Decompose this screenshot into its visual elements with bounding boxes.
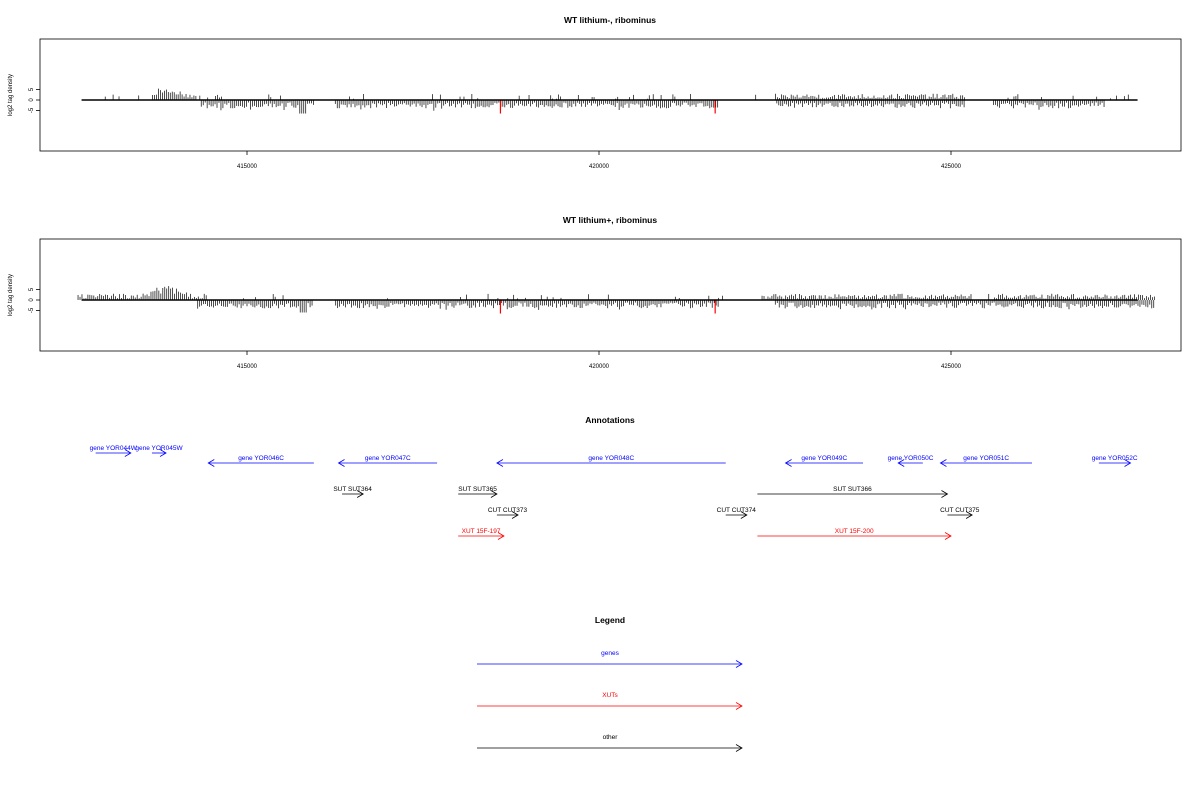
panel-title: WT lithium+, ribominus	[563, 215, 657, 225]
legend-title: Legend	[595, 615, 625, 625]
y-axis: -5 0 5	[29, 287, 40, 313]
y-tick-label: 5	[29, 87, 35, 91]
feature-label: XUT 15F-197	[462, 528, 501, 535]
feature-arrowhead	[939, 459, 947, 467]
feature-label: gene YOR044W	[90, 445, 138, 452]
feature-arrowhead	[944, 532, 952, 540]
feature-arrowhead	[740, 511, 748, 519]
feature-arrowhead	[1124, 459, 1132, 467]
feature-arrowhead	[337, 459, 345, 467]
x-tick-label: 420000	[589, 364, 610, 370]
feature-arrowhead	[124, 449, 132, 457]
feature-arrowhead	[496, 459, 504, 467]
annotations-title: Annotations	[585, 415, 635, 425]
y-tick-label: 0	[29, 298, 35, 302]
feature-arrowhead	[511, 511, 519, 519]
x-axis: 415000 420000 425000	[237, 351, 962, 370]
feature-label: CUT CUT373	[488, 507, 528, 514]
x-axis: 415000 420000 425000	[237, 151, 962, 170]
x-tick-label: 420000	[589, 164, 610, 170]
feature-label: SUT SUT366	[833, 486, 872, 493]
feature-label: gene YOR047C	[365, 455, 411, 462]
feature-arrowhead	[356, 490, 364, 498]
feature-label: gene YOR052C	[1092, 455, 1138, 462]
legend-label: genes	[601, 650, 619, 657]
legend-label: other	[603, 734, 619, 741]
feature-label: gene YOR049C	[801, 455, 847, 462]
feature-label: CUT CUT374	[717, 507, 757, 514]
x-tick-label: 425000	[941, 164, 962, 170]
feature-label: gene YOR046C	[238, 455, 284, 462]
y-axis-label: log2 tag density	[8, 274, 14, 316]
feature-label: SUT SUT365	[458, 486, 497, 493]
panel-lithium-plus: WT lithium+, ribominus log2 tag density …	[8, 215, 1182, 370]
feature-label: gene YOR050C	[888, 455, 934, 462]
legend-arrowhead	[735, 660, 743, 668]
y-axis: -5 0 5	[29, 87, 40, 113]
feature-arrowhead	[159, 449, 167, 457]
y-axis-label: log2 tag density	[8, 74, 14, 116]
y-tick-label: 5	[29, 287, 35, 291]
y-tick-label: 0	[29, 98, 35, 102]
plot-frame	[39, 38, 1182, 152]
highlight-bars	[499, 100, 716, 114]
feature-arrowhead	[490, 490, 498, 498]
legend: genes XUTs other	[477, 650, 743, 752]
feature-arrowhead	[497, 532, 505, 540]
x-tick-label: 415000	[237, 164, 258, 170]
x-tick-label: 415000	[237, 364, 258, 370]
x-tick-label: 425000	[941, 364, 962, 370]
feature-arrowhead	[965, 511, 973, 519]
legend-label: XUTs	[602, 692, 618, 699]
feature-label: gene YOR051C	[963, 455, 1009, 462]
legend-arrowhead	[735, 744, 743, 752]
panel-lithium-minus: WT lithium-, ribominus log2 tag density …	[8, 15, 1182, 170]
legend-arrowhead	[735, 702, 743, 710]
feature-arrowhead	[207, 459, 215, 467]
feature-label: XUT 15F-200	[835, 528, 874, 535]
y-tick-label: -5	[29, 107, 35, 113]
feature-label: gene YOR048C	[588, 455, 634, 462]
y-tick-label: -5	[29, 307, 35, 313]
plot-frame	[39, 238, 1182, 352]
feature-label: SUT SUT364	[333, 486, 372, 493]
feature-arrowhead	[941, 490, 949, 498]
feature-arrowhead	[784, 459, 792, 467]
feature-arrowhead	[897, 459, 905, 467]
highlight-bars	[499, 300, 716, 314]
panel-title: WT lithium-, ribominus	[564, 15, 656, 25]
feature-label: gene YOR045W	[135, 445, 183, 452]
feature-label: CUT CUT375	[940, 507, 980, 514]
